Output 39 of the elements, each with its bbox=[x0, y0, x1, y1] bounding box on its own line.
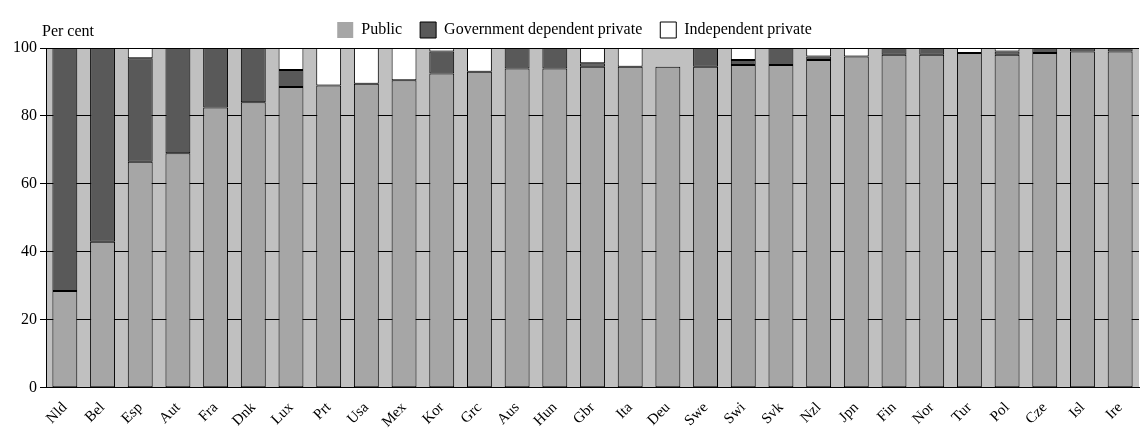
x-tick-label: Pol bbox=[986, 398, 1012, 425]
legend-label: Government dependent private bbox=[444, 20, 643, 39]
x-tick-label: Jpn bbox=[835, 398, 862, 425]
x-tick-label: Prt bbox=[309, 398, 335, 423]
x-tick-label: Aut bbox=[155, 398, 184, 427]
y-tick-label: 60 bbox=[21, 174, 37, 192]
x-tick-label: Cze bbox=[1021, 398, 1050, 427]
x-tick-label: Swi bbox=[720, 398, 749, 427]
legend-label: Public bbox=[361, 20, 403, 38]
x-tick-label: Nor bbox=[908, 398, 937, 427]
legend-label: Independent private bbox=[684, 20, 812, 39]
y-tick-label: 40 bbox=[21, 242, 37, 260]
x-tick-label: Bel bbox=[81, 398, 108, 425]
x-tick-label: Grc bbox=[457, 398, 485, 427]
x-tick-label: Gbr bbox=[569, 398, 598, 427]
x-tick-label: Nzl bbox=[796, 398, 824, 426]
x-tick-label: Deu bbox=[643, 398, 674, 428]
y-tick-label: 0 bbox=[29, 378, 37, 396]
x-tick-label: Svk bbox=[758, 398, 787, 427]
x-tick-label: Isl bbox=[1065, 398, 1088, 421]
y-tick-label: 80 bbox=[21, 106, 37, 124]
y-tick-label: 100 bbox=[13, 38, 37, 56]
x-tick-label: Kor bbox=[418, 398, 447, 427]
y-axis-title: Per cent bbox=[42, 22, 95, 40]
x-tick-label: Fra bbox=[195, 398, 221, 425]
x-tick-label: Ire bbox=[1101, 398, 1126, 422]
x-tick-label: Esp bbox=[117, 398, 146, 427]
x-tick-label: Dnk bbox=[228, 398, 259, 429]
y-tick-label: 20 bbox=[21, 310, 37, 328]
x-tick-label: Fin bbox=[873, 398, 900, 425]
x-tick-label: Aus bbox=[493, 398, 523, 428]
x-tick-label: Swe bbox=[680, 398, 711, 429]
x-tick-label: Mex bbox=[378, 398, 410, 430]
x-tick-label: Ita bbox=[612, 398, 636, 422]
x-tick-label: Tur bbox=[948, 398, 975, 426]
x-tick-label: Usa bbox=[343, 398, 372, 427]
x-tick-label: Lux bbox=[267, 398, 297, 428]
x-tick-label: Nld bbox=[42, 398, 71, 427]
x-tick-label: Hun bbox=[530, 398, 561, 429]
